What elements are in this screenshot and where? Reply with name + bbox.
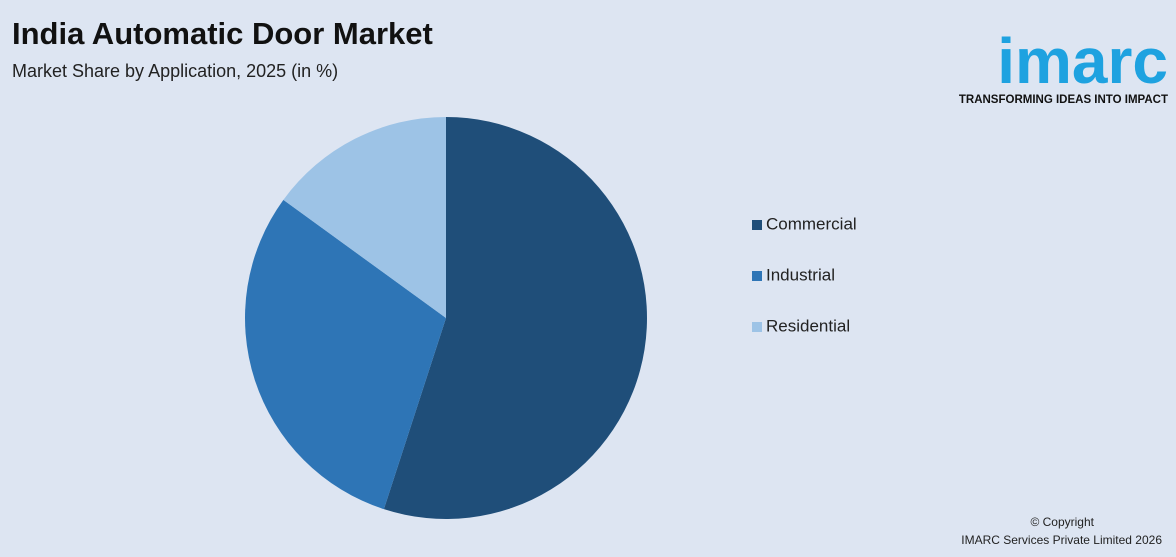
legend-label: Industrial xyxy=(766,265,835,284)
pie-slice xyxy=(383,117,648,520)
legend-label: Residential xyxy=(766,316,850,335)
pie-slice xyxy=(244,199,446,510)
logo: imarc xyxy=(997,25,1168,97)
chart-title: India Automatic Door Market xyxy=(12,16,433,51)
legend-swatch xyxy=(752,322,762,332)
company: IMARC Services Private Limited 2026 xyxy=(961,533,1162,547)
copyright: © Copyright xyxy=(1030,515,1094,529)
legend-swatch xyxy=(752,271,762,281)
legend-label: Commercial xyxy=(766,214,857,233)
chart-subtitle: Market Share by Application, 2025 (in %) xyxy=(12,61,338,81)
pie-slice xyxy=(283,117,446,318)
legend-swatch xyxy=(752,220,762,230)
logo-tagline: TRANSFORMING IDEAS INTO IMPACT xyxy=(959,94,1168,106)
